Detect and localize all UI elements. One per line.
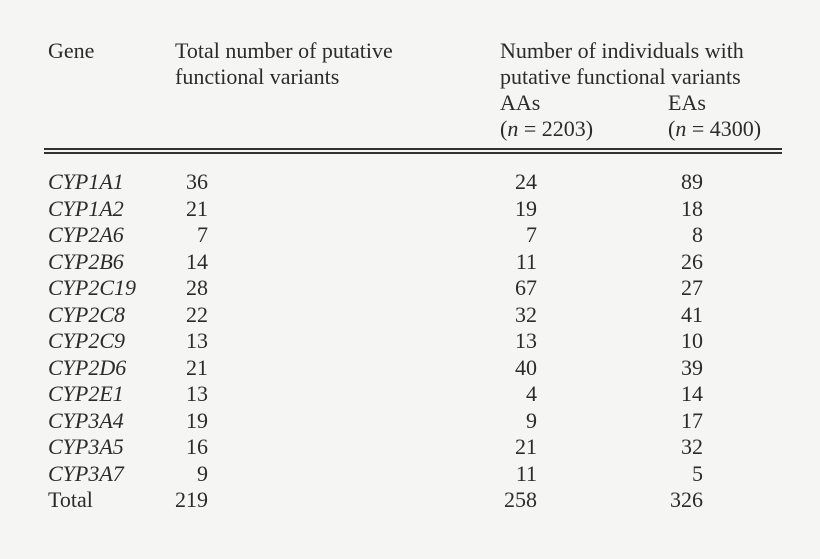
gene-cell: CYP2B6 — [48, 248, 124, 274]
column-header-total-variants-line1: Total number of putative — [175, 38, 393, 63]
eas-count-cell: 26 — [681, 248, 703, 274]
column-header-individuals-line2: putative functional variants — [500, 64, 741, 89]
subheader-eas-label: EAs — [668, 90, 706, 115]
subheader-aas-n: (n = 2203) — [500, 116, 668, 142]
gene-cell: CYP2D6 — [48, 354, 127, 380]
table-row: CYP1A1 36 24 89 — [0, 169, 820, 196]
total-variants-cell: 19 — [186, 407, 208, 433]
gene-cell: CYP1A2 — [48, 195, 124, 221]
aas-count-cell: 7 — [526, 222, 537, 247]
header-divider-rule — [44, 148, 782, 154]
table-row-total: Total 219 258 326 — [0, 487, 820, 514]
total-variants-cell: 16 — [186, 434, 208, 459]
aas-count-cell: 40 — [515, 354, 537, 380]
subheader-eas-n: (n = 4300) — [668, 116, 761, 142]
gene-cell: CYP3A5 — [48, 434, 124, 459]
column-header-total-variants-line2: functional variants — [175, 64, 340, 89]
column-header-gene: Gene — [48, 38, 95, 63]
eas-count-cell: 10 — [681, 328, 703, 353]
table-row: CYP2B6 14 11 26 — [0, 249, 820, 276]
eas-count-cell: 89 — [681, 169, 703, 194]
column-header-total-variants: Total number of putative functional vari… — [175, 38, 393, 90]
table-row: CYP1A2 21 19 18 — [0, 196, 820, 223]
eas-count-cell: 39 — [681, 354, 703, 380]
aas-count-cell: 13 — [515, 328, 537, 353]
table-body: CYP1A1 36 24 89 CYP1A2 21 19 18 CYP2A6 7… — [0, 169, 820, 514]
table-row: CYP2D6 21 40 39 — [0, 355, 820, 382]
aas-n-open: ( — [500, 116, 508, 141]
aas-count-cell: 258 — [504, 487, 537, 512]
eas-count-cell: 32 — [681, 434, 703, 459]
total-variants-cell: 13 — [186, 328, 208, 353]
table-row: CYP2E1 13 4 14 — [0, 381, 820, 408]
subheader-aas-label: AAs — [500, 90, 541, 115]
table-row: CYP2A6 7 7 8 — [0, 222, 820, 249]
gene-cell: CYP2E1 — [48, 381, 124, 406]
gene-cell: CYP3A4 — [48, 407, 124, 433]
table-row: CYP2C19 28 67 27 — [0, 275, 820, 302]
gene-cell: CYP2C8 — [48, 301, 126, 327]
total-variants-cell: 21 — [186, 195, 208, 221]
eas-count-cell: 14 — [681, 381, 703, 406]
aas-n-value: = 2203) — [518, 116, 594, 141]
eas-count-cell: 5 — [692, 460, 703, 486]
table-row: CYP2C9 13 13 10 — [0, 328, 820, 355]
total-variants-cell: 28 — [186, 275, 208, 300]
aas-count-cell: 11 — [515, 248, 537, 274]
aas-count-cell: 32 — [515, 301, 537, 327]
subheader-eas: EAs (n = 4300) — [668, 90, 761, 142]
column-header-individuals: Number of individuals with putative func… — [500, 38, 761, 142]
aas-count-cell: 24 — [515, 169, 537, 194]
eas-n-open: ( — [668, 116, 676, 141]
eas-count-cell: 17 — [681, 407, 703, 433]
table-row: CYP3A4 19 9 17 — [0, 408, 820, 435]
population-subheaders: AAs (n = 2203) EAs (n = 4300) — [500, 90, 761, 142]
eas-count-cell: 18 — [681, 195, 703, 221]
column-header-individuals-line1: Number of individuals with — [500, 38, 744, 63]
aas-count-cell: 21 — [515, 434, 537, 459]
total-variants-cell: 22 — [186, 301, 208, 327]
total-variants-cell: 7 — [197, 222, 208, 247]
table-row: CYP2C8 22 32 41 — [0, 302, 820, 329]
table-row: CYP3A5 16 21 32 — [0, 434, 820, 461]
aas-count-cell: 19 — [515, 195, 537, 221]
total-row-label: Total — [48, 487, 93, 512]
gene-cell: CYP3A7 — [48, 460, 124, 486]
eas-count-cell: 8 — [692, 222, 703, 247]
gene-cell: CYP2C9 — [48, 328, 126, 353]
aas-count-cell: 67 — [515, 275, 537, 300]
table-row: CYP3A7 9 11 5 — [0, 461, 820, 488]
aas-count-cell: 4 — [526, 381, 537, 406]
eas-n-value: = 4300) — [686, 116, 762, 141]
subheader-aas: AAs (n = 2203) — [500, 90, 668, 142]
aas-count-cell: 9 — [526, 407, 537, 433]
eas-n-variable: n — [675, 116, 687, 141]
total-variants-cell: 219 — [175, 487, 208, 512]
total-variants-cell: 13 — [186, 381, 208, 406]
total-variants-cell: 9 — [197, 460, 208, 486]
total-variants-cell: 21 — [186, 354, 208, 380]
eas-count-cell: 41 — [681, 301, 703, 327]
eas-count-cell: 326 — [670, 487, 703, 512]
aas-n-variable: n — [507, 116, 519, 141]
total-variants-cell: 36 — [186, 169, 208, 194]
aas-count-cell: 11 — [515, 460, 537, 486]
gene-cell: CYP1A1 — [48, 169, 124, 194]
total-variants-cell: 14 — [186, 248, 208, 274]
gene-cell: CYP2A6 — [48, 222, 124, 247]
eas-count-cell: 27 — [681, 275, 703, 300]
gene-cell: CYP2C19 — [48, 275, 137, 300]
